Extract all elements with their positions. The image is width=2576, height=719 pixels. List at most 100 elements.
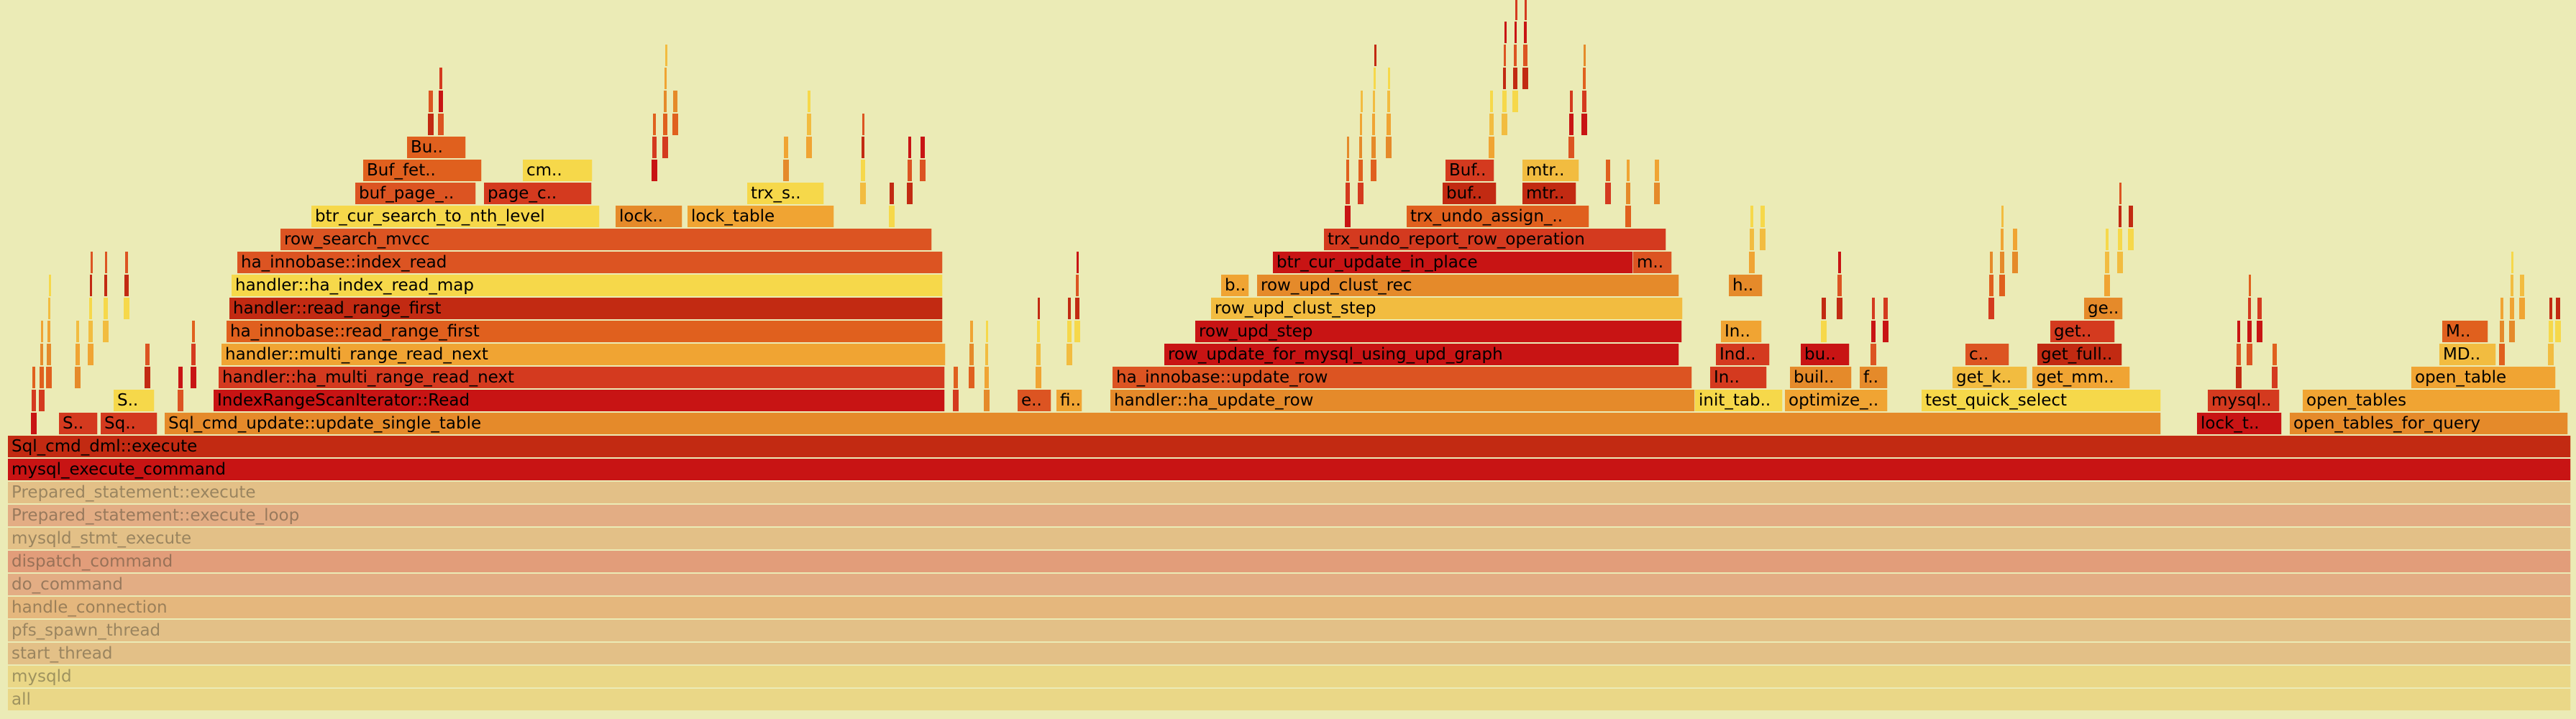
flame-sliver[interactable] [1750, 206, 1753, 227]
flame-sliver[interactable] [2128, 229, 2134, 250]
flame-sliver[interactable] [124, 275, 129, 296]
flame-sliver[interactable] [2257, 321, 2262, 342]
flame-sliver[interactable] [124, 298, 129, 319]
flame-frame[interactable]: bu.. [1801, 344, 1850, 365]
flame-sliver[interactable] [88, 321, 93, 342]
flame-sliver[interactable] [1512, 91, 1518, 112]
flame-sliver[interactable] [1838, 252, 1841, 273]
flame-sliver[interactable] [1360, 114, 1362, 135]
flame-sliver[interactable] [47, 321, 50, 342]
flame-sliver[interactable] [2249, 275, 2251, 296]
flame-frame[interactable]: Prepared_statement::execute_loop [8, 505, 2571, 526]
flame-sliver[interactable] [984, 390, 990, 411]
flame-sliver[interactable] [1515, 0, 1517, 20]
flame-sliver[interactable] [2273, 344, 2277, 365]
flame-sliver[interactable] [1037, 321, 1040, 342]
flame-frame[interactable]: trx_s.. [747, 183, 824, 204]
flame-frame[interactable]: get_full.. [2037, 344, 2122, 365]
flame-sliver[interactable] [1371, 137, 1376, 158]
flame-sliver[interactable] [178, 390, 183, 411]
flame-sliver[interactable] [1522, 68, 1528, 89]
flame-sliver[interactable] [1388, 68, 1390, 89]
flame-frame[interactable]: btr_cur_search_to_nth_level [311, 206, 600, 227]
flame-frame[interactable]: trx_undo_assign_.. [1407, 206, 1589, 227]
flame-frame[interactable]: open_tables [2303, 390, 2560, 411]
flame-frame[interactable]: lock_t.. [2197, 413, 2282, 434]
flame-sliver[interactable] [1581, 114, 1587, 135]
flame-frame[interactable]: optimize_.. [1785, 390, 1888, 411]
flame-frame[interactable]: M.. [2442, 321, 2488, 342]
flame-sliver[interactable] [1570, 91, 1573, 112]
flame-sliver[interactable] [1837, 275, 1842, 296]
flame-sliver[interactable] [2117, 252, 2123, 273]
flame-sliver[interactable] [969, 367, 974, 388]
flame-sliver[interactable] [783, 160, 789, 181]
flame-sliver[interactable] [1654, 183, 1660, 204]
flame-sliver[interactable] [1358, 160, 1363, 181]
flame-sliver[interactable] [1386, 137, 1392, 158]
flame-sliver[interactable] [2510, 298, 2514, 319]
flame-sliver[interactable] [2272, 367, 2278, 388]
flame-sliver[interactable] [2556, 298, 2560, 319]
flame-sliver[interactable] [104, 298, 108, 319]
flame-sliver[interactable] [2500, 321, 2504, 342]
flame-sliver[interactable] [145, 367, 150, 388]
flame-frame[interactable]: buf.. [1443, 183, 1497, 204]
flame-sliver[interactable] [985, 344, 988, 365]
flame-sliver[interactable] [89, 298, 92, 319]
flame-sliver[interactable] [1490, 91, 1493, 112]
flame-sliver[interactable] [1583, 68, 1586, 89]
flame-frame[interactable]: row_update_for_mysql_using_upd_graph [1164, 344, 1679, 365]
flame-sliver[interactable] [104, 275, 107, 296]
flame-sliver[interactable] [1504, 45, 1506, 66]
flame-frame[interactable]: Sql_cmd_dml::execute [8, 436, 2571, 457]
flame-frame[interactable]: page_c.. [484, 183, 592, 204]
flame-sliver[interactable] [1358, 183, 1364, 204]
flame-sliver[interactable] [1871, 344, 1876, 365]
flame-sliver[interactable] [889, 206, 895, 227]
flame-sliver[interactable] [46, 367, 52, 388]
flame-sliver[interactable] [1627, 160, 1630, 181]
flame-frame[interactable]: get_mm.. [2032, 367, 2130, 388]
flame-frame[interactable]: row_upd_clust_rec [1257, 275, 1679, 296]
flame-frame[interactable]: mysqld_stmt_execute [8, 528, 2571, 549]
flame-sliver[interactable] [1374, 68, 1376, 89]
flame-frame[interactable]: Buf.. [1445, 160, 1494, 181]
flame-sliver[interactable] [2013, 229, 2017, 250]
flame-sliver[interactable] [2247, 321, 2252, 342]
flame-frame[interactable]: do_command [8, 574, 2571, 595]
flame-sliver[interactable] [1067, 321, 1072, 342]
flame-sliver[interactable] [75, 367, 81, 388]
flame-frame[interactable]: e.. [1018, 390, 1051, 411]
flame-frame[interactable]: btr_cur_update_in_place [1273, 252, 1633, 273]
flame-sliver[interactable] [191, 367, 196, 388]
flame-sliver[interactable] [47, 344, 51, 365]
flame-sliver[interactable] [1655, 160, 1659, 181]
flame-sliver[interactable] [970, 321, 973, 342]
flame-sliver[interactable] [1502, 91, 1507, 112]
flame-sliver[interactable] [1605, 183, 1611, 204]
flame-sliver[interactable] [2104, 275, 2110, 296]
flame-sliver[interactable] [1372, 114, 1375, 135]
flame-frame[interactable]: handler::read_range_first [229, 298, 943, 319]
flame-sliver[interactable] [653, 114, 656, 135]
flame-sliver[interactable] [90, 275, 92, 296]
flame-frame[interactable]: IndexRangeScanIterator::Read [214, 390, 945, 411]
flame-frame[interactable]: mtr.. [1522, 160, 1579, 181]
flame-sliver[interactable] [806, 137, 812, 158]
flame-sliver[interactable] [1523, 45, 1527, 66]
flame-sliver[interactable] [2129, 206, 2133, 227]
flame-sliver[interactable] [1626, 183, 1630, 204]
flame-sliver[interactable] [1568, 137, 1574, 158]
flame-sliver[interactable] [41, 321, 43, 342]
flame-frame[interactable]: lock_table [688, 206, 834, 227]
flame-sliver[interactable] [2499, 344, 2505, 365]
flame-frame[interactable]: Bu.. [407, 137, 466, 158]
flame-frame[interactable]: fi.. [1056, 390, 1082, 411]
flame-sliver[interactable] [1489, 114, 1494, 135]
flame-sliver[interactable] [890, 183, 894, 204]
flame-frame[interactable]: start_thread [8, 643, 2571, 664]
flame-sliver[interactable] [2549, 321, 2553, 342]
flame-frame[interactable]: lock.. [616, 206, 682, 227]
flame-sliver[interactable] [985, 367, 989, 388]
